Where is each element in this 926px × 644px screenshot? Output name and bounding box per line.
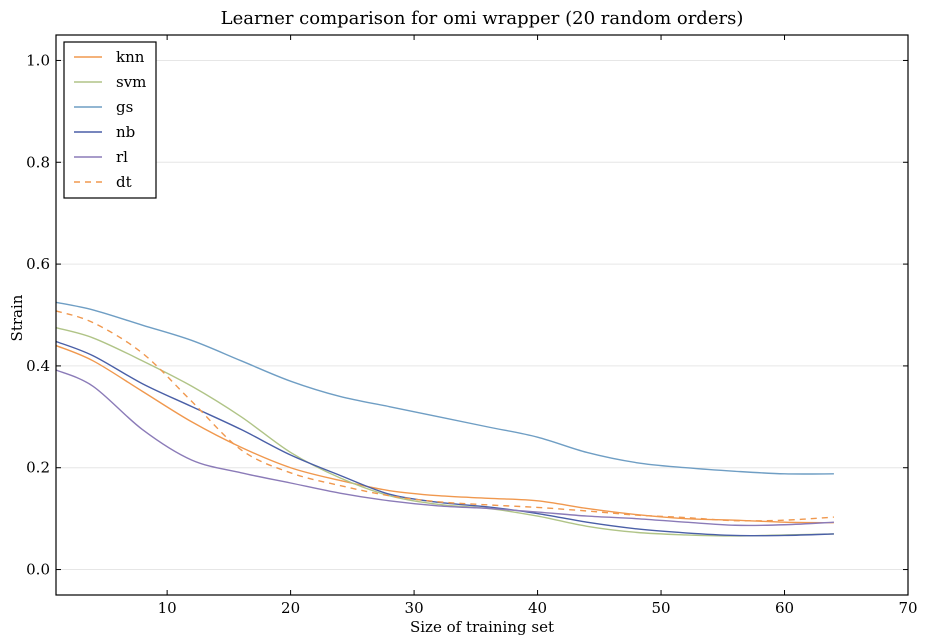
legend-label-nb: nb <box>116 123 135 141</box>
legend-label-knn: knn <box>116 48 145 66</box>
legend-box <box>63 41 157 199</box>
x-axis-label: Size of training set <box>410 618 554 636</box>
series-line-dt <box>55 310 834 522</box>
y-axis-label: Strain <box>8 294 26 341</box>
x-tick-label: 70 <box>898 599 917 617</box>
legend: knn svm gs nb rl dt <box>63 41 157 199</box>
x-tick-label: 60 <box>775 599 794 617</box>
y-tick-label: 1.0 <box>26 51 50 69</box>
legend-label-dt: dt <box>116 173 132 191</box>
y-tick-label: 0.8 <box>26 153 50 171</box>
legend-label-rl: rl <box>116 148 128 166</box>
plot-frame <box>55 34 909 596</box>
series-line-gs <box>55 301 834 475</box>
legend-label-gs: gs <box>116 98 133 116</box>
x-tick-label: 40 <box>528 599 547 617</box>
series-line-knn <box>55 344 834 524</box>
y-tick-label: 0.4 <box>26 357 50 375</box>
legend-label-svm: svm <box>116 73 146 91</box>
y-tick-label: 0.0 <box>26 561 50 579</box>
x-tick-label: 20 <box>281 599 300 617</box>
gridlines <box>56 59 908 571</box>
series-lines <box>55 301 834 537</box>
x-tick-label: 10 <box>158 599 177 617</box>
x-tick-label: 50 <box>651 599 670 617</box>
axis-ticks: 10 20 30 40 50 60 70 0.0 0.2 0.4 0.6 0.8 1.0 <box>26 35 918 617</box>
x-tick-label: 30 <box>405 599 424 617</box>
chart-title: Learner comparison for omi wrapper (20 r… <box>221 8 744 29</box>
series-line-svm <box>55 327 834 537</box>
y-tick-label: 0.6 <box>26 255 50 273</box>
series-line-rl <box>55 369 834 527</box>
y-tick-label: 0.2 <box>26 459 50 477</box>
